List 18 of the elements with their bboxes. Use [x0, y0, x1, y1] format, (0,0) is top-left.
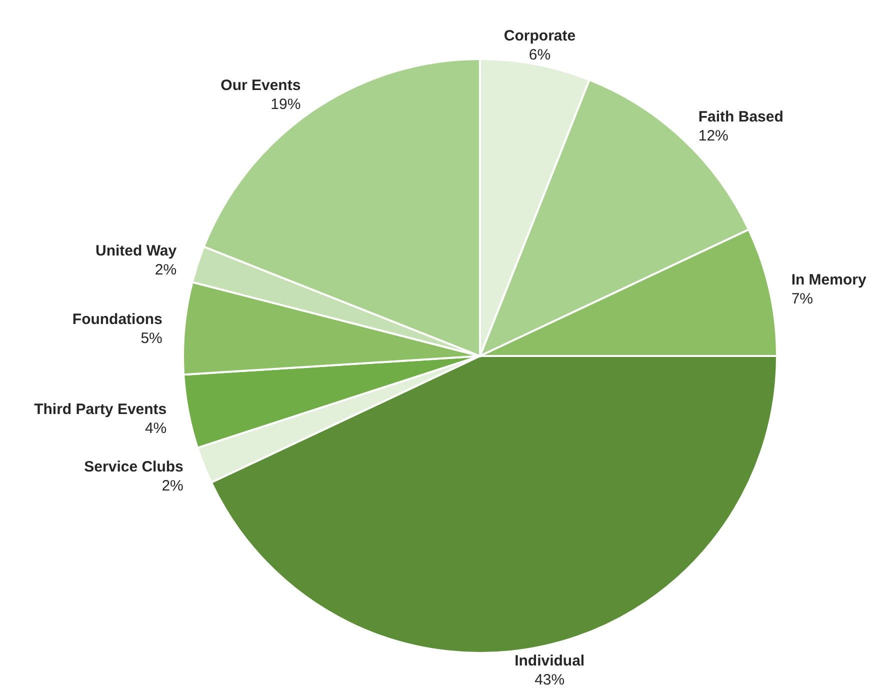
- data-label: 4%: [144, 420, 167, 437]
- slice-label: Faith Based: [698, 108, 784, 126]
- slice-label: United Way: [95, 242, 178, 260]
- data-label: 6%: [528, 46, 551, 64]
- data-label: 12%: [698, 127, 728, 144]
- data-label: 19%: [270, 96, 301, 114]
- slice-label: Foundations: [72, 310, 162, 328]
- slice-label: Our Events: [220, 77, 301, 94]
- slice-label: Individual: [514, 652, 585, 670]
- slice-label: Third Party Events: [34, 400, 167, 418]
- data-label: 5%: [140, 330, 162, 347]
- slice-label: Corporate: [504, 28, 576, 45]
- data-label: 2%: [154, 261, 177, 278]
- data-label: 7%: [791, 290, 814, 308]
- slice-label: In Memory: [791, 271, 867, 288]
- slice-label: Service Clubs: [84, 458, 184, 476]
- data-label: 43%: [534, 671, 565, 688]
- data-label: 2%: [162, 477, 184, 494]
